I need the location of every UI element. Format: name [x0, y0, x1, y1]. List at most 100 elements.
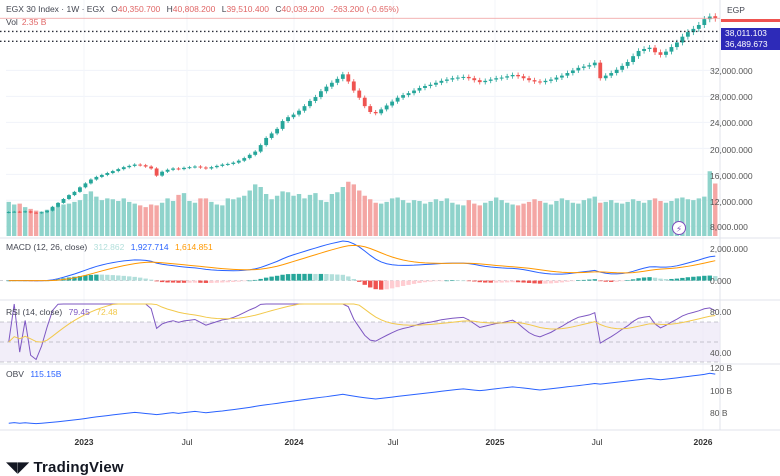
candle-body — [406, 93, 411, 96]
candle-body — [357, 90, 362, 98]
macd-histogram-bar — [510, 280, 515, 283]
lightning-icon[interactable]: ⚡ — [672, 221, 686, 235]
candle-body — [455, 77, 460, 79]
candle-body — [362, 97, 367, 107]
candle-body — [434, 82, 438, 85]
candle-body — [346, 74, 351, 82]
macd-histogram-bar — [214, 280, 220, 283]
volume-bar — [439, 201, 444, 236]
obv-value: 115.15B — [30, 369, 62, 379]
volume-bar — [351, 184, 356, 236]
volume-bar — [296, 194, 302, 236]
macd-pane — [0, 240, 720, 290]
macd-histogram-bar — [444, 280, 450, 282]
macd-histogram-bar — [99, 274, 105, 281]
macd-histogram-bar — [411, 280, 417, 284]
volume-bar — [242, 195, 247, 236]
volume-bar — [66, 203, 72, 236]
volume-bar — [307, 194, 313, 236]
macd-histogram-bar — [6, 280, 11, 282]
ohlc-open: O40,350.700 — [111, 4, 161, 14]
volume-bar — [696, 198, 702, 236]
candle-body — [696, 24, 701, 29]
candle-body — [680, 36, 685, 43]
price-change: -263.200 (-0.65%) — [330, 4, 399, 14]
macd-histogram-bar — [521, 280, 526, 283]
candle-body — [658, 52, 663, 55]
macd-histogram-bar — [384, 280, 389, 290]
volume-bar — [368, 199, 373, 236]
candle-body — [598, 62, 603, 79]
candle-body — [631, 56, 636, 62]
macd-histogram-bar — [680, 277, 685, 281]
macd-signal-line — [8, 244, 716, 282]
volume-bar — [411, 200, 417, 236]
rsi-ma-line — [8, 303, 716, 343]
volume-bar — [154, 205, 159, 236]
candle-body — [50, 206, 55, 211]
volume-bar — [614, 202, 619, 236]
candle-body — [23, 211, 28, 213]
volume-bar — [554, 201, 559, 236]
candle-body — [390, 101, 395, 106]
macd-histogram-bar — [515, 280, 521, 283]
macd-histogram-bar — [148, 279, 154, 281]
candle-body — [236, 160, 241, 163]
volume-bar — [6, 201, 11, 236]
candle-body — [17, 211, 22, 213]
tradingview-logo[interactable]: ◥◤ TradingView — [6, 458, 124, 476]
candle-body — [466, 76, 471, 79]
candle-body — [149, 166, 154, 169]
time-axis-tick: Jul — [181, 437, 193, 447]
volume-bar — [143, 207, 148, 236]
volume-bar — [603, 201, 608, 236]
tradingview-logo-icon: ◥◤ — [6, 459, 30, 476]
volume-bar — [291, 195, 296, 236]
macd-histogram-bar — [532, 280, 537, 284]
volume-bar — [378, 203, 384, 236]
volume-bar — [483, 202, 488, 236]
volume-bar — [548, 204, 554, 236]
rsi-axis-tick: 40.00 — [710, 348, 732, 358]
candle-body — [620, 65, 625, 70]
volume-label[interactable]: Vol — [6, 17, 18, 27]
volume-bar — [702, 196, 707, 236]
symbol-legend: EGX 30 Index · 1W · EGX O40,350.700 H40,… — [6, 4, 403, 14]
macd-histogram-bar — [493, 280, 499, 283]
volume-bar — [422, 203, 428, 236]
volume-bar — [543, 202, 548, 236]
candle-body — [280, 121, 285, 129]
rsi-pane — [0, 303, 720, 363]
candle-body — [510, 74, 515, 77]
macd-histogram-bar — [466, 280, 471, 282]
volume-bar — [105, 198, 110, 236]
time-axis-tick: 2023 — [74, 437, 94, 447]
volume-bar — [576, 203, 581, 236]
price-axis-tick: 12,000.000 — [710, 197, 753, 207]
brand-name: TradingView — [33, 459, 124, 476]
currency-label[interactable]: EGP — [727, 5, 745, 15]
rsi-title[interactable]: RSI (14, close) — [6, 307, 63, 317]
volume-bar — [50, 208, 55, 236]
volume-bar — [236, 197, 241, 236]
obv-axis-tick: 120 B — [710, 363, 733, 373]
volume-bar — [461, 205, 466, 236]
volume-bar — [170, 201, 176, 236]
macd-title[interactable]: MACD (12, 26, close) — [6, 242, 88, 252]
volume-bar — [231, 199, 236, 236]
macd-histogram-bar — [324, 274, 329, 281]
candle-body — [379, 109, 384, 114]
price-axis-tick: 28,000.000 — [710, 92, 753, 102]
volume-bar — [72, 201, 77, 236]
macd-histogram-bar — [526, 280, 532, 283]
macd-histogram-bar — [280, 274, 285, 281]
volume-bar — [253, 184, 258, 236]
volume-bar — [455, 204, 461, 236]
macd-histogram-bar — [116, 275, 121, 281]
volume-bar — [324, 201, 329, 236]
volume-bar — [625, 201, 630, 236]
symbol-title[interactable]: EGX 30 Index · 1W · EGX — [6, 4, 105, 14]
candle-body — [570, 70, 575, 74]
obv-title[interactable]: OBV — [6, 369, 24, 379]
